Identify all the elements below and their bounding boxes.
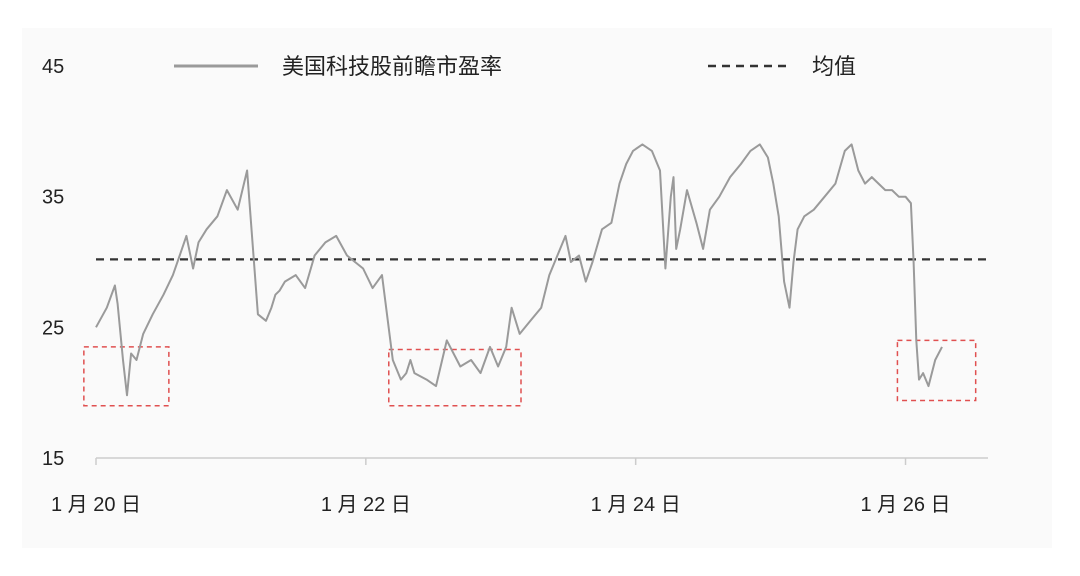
x-tick-label: 1 月 24 日 bbox=[591, 494, 681, 516]
chart-svg: 美国科技股前瞻市盈率 均值 15 25 35 45 1 月 20 日 1 月 22 日 1 … bbox=[42, 55, 988, 516]
legend: 美国科技股前瞻市盈率 均值 bbox=[174, 55, 856, 80]
x-tick-label: 1 月 20 日 bbox=[51, 494, 141, 516]
axes: 15 25 35 45 1 月 20 日 1 月 22 日 1 月 24 日 1 月 26 日 bbox=[42, 56, 988, 516]
x-tick-label: 1 月 22 日 bbox=[321, 494, 411, 516]
highlight-boxes bbox=[83, 339, 977, 407]
y-tick-label: 25 bbox=[42, 317, 64, 339]
highlight-box bbox=[896, 339, 977, 402]
legend-label-series: 美国科技股前瞻市盈率 bbox=[282, 55, 502, 80]
y-tick-label: 35 bbox=[42, 187, 64, 209]
y-tick-label: 15 bbox=[42, 448, 64, 470]
highlight-box bbox=[388, 348, 522, 407]
series-line bbox=[95, 143, 943, 397]
x-tick-label: 1 月 26 日 bbox=[861, 494, 951, 516]
highlight-box bbox=[83, 346, 170, 407]
series-group bbox=[95, 143, 943, 397]
chart-canvas: 美国科技股前瞻市盈率 均值 15 25 35 45 1 月 20 日 1 月 22 日 1 … bbox=[22, 28, 1052, 548]
legend-label-mean: 均值 bbox=[812, 55, 856, 80]
y-tick-label: 45 bbox=[42, 56, 64, 78]
